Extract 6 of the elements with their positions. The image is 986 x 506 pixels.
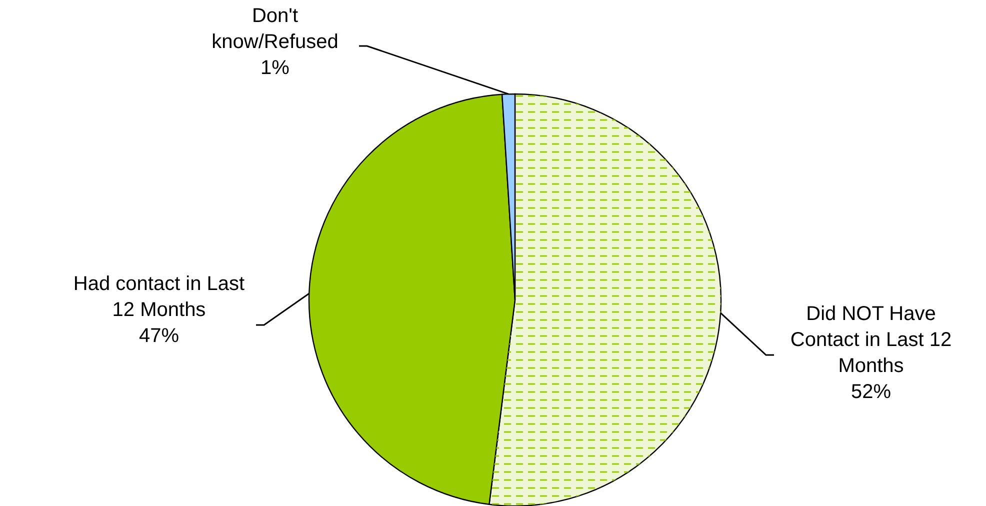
data-label: 47% (138, 325, 180, 347)
slice-label: Did NOT Have Contact in Last 12 Months (790, 303, 952, 377)
data-label: 52% (850, 381, 892, 403)
data-label: 1% (260, 57, 290, 79)
slice-label: Don't know/Refused (212, 5, 338, 53)
slice-label: Had contact in Last 12 Months (73, 273, 246, 321)
